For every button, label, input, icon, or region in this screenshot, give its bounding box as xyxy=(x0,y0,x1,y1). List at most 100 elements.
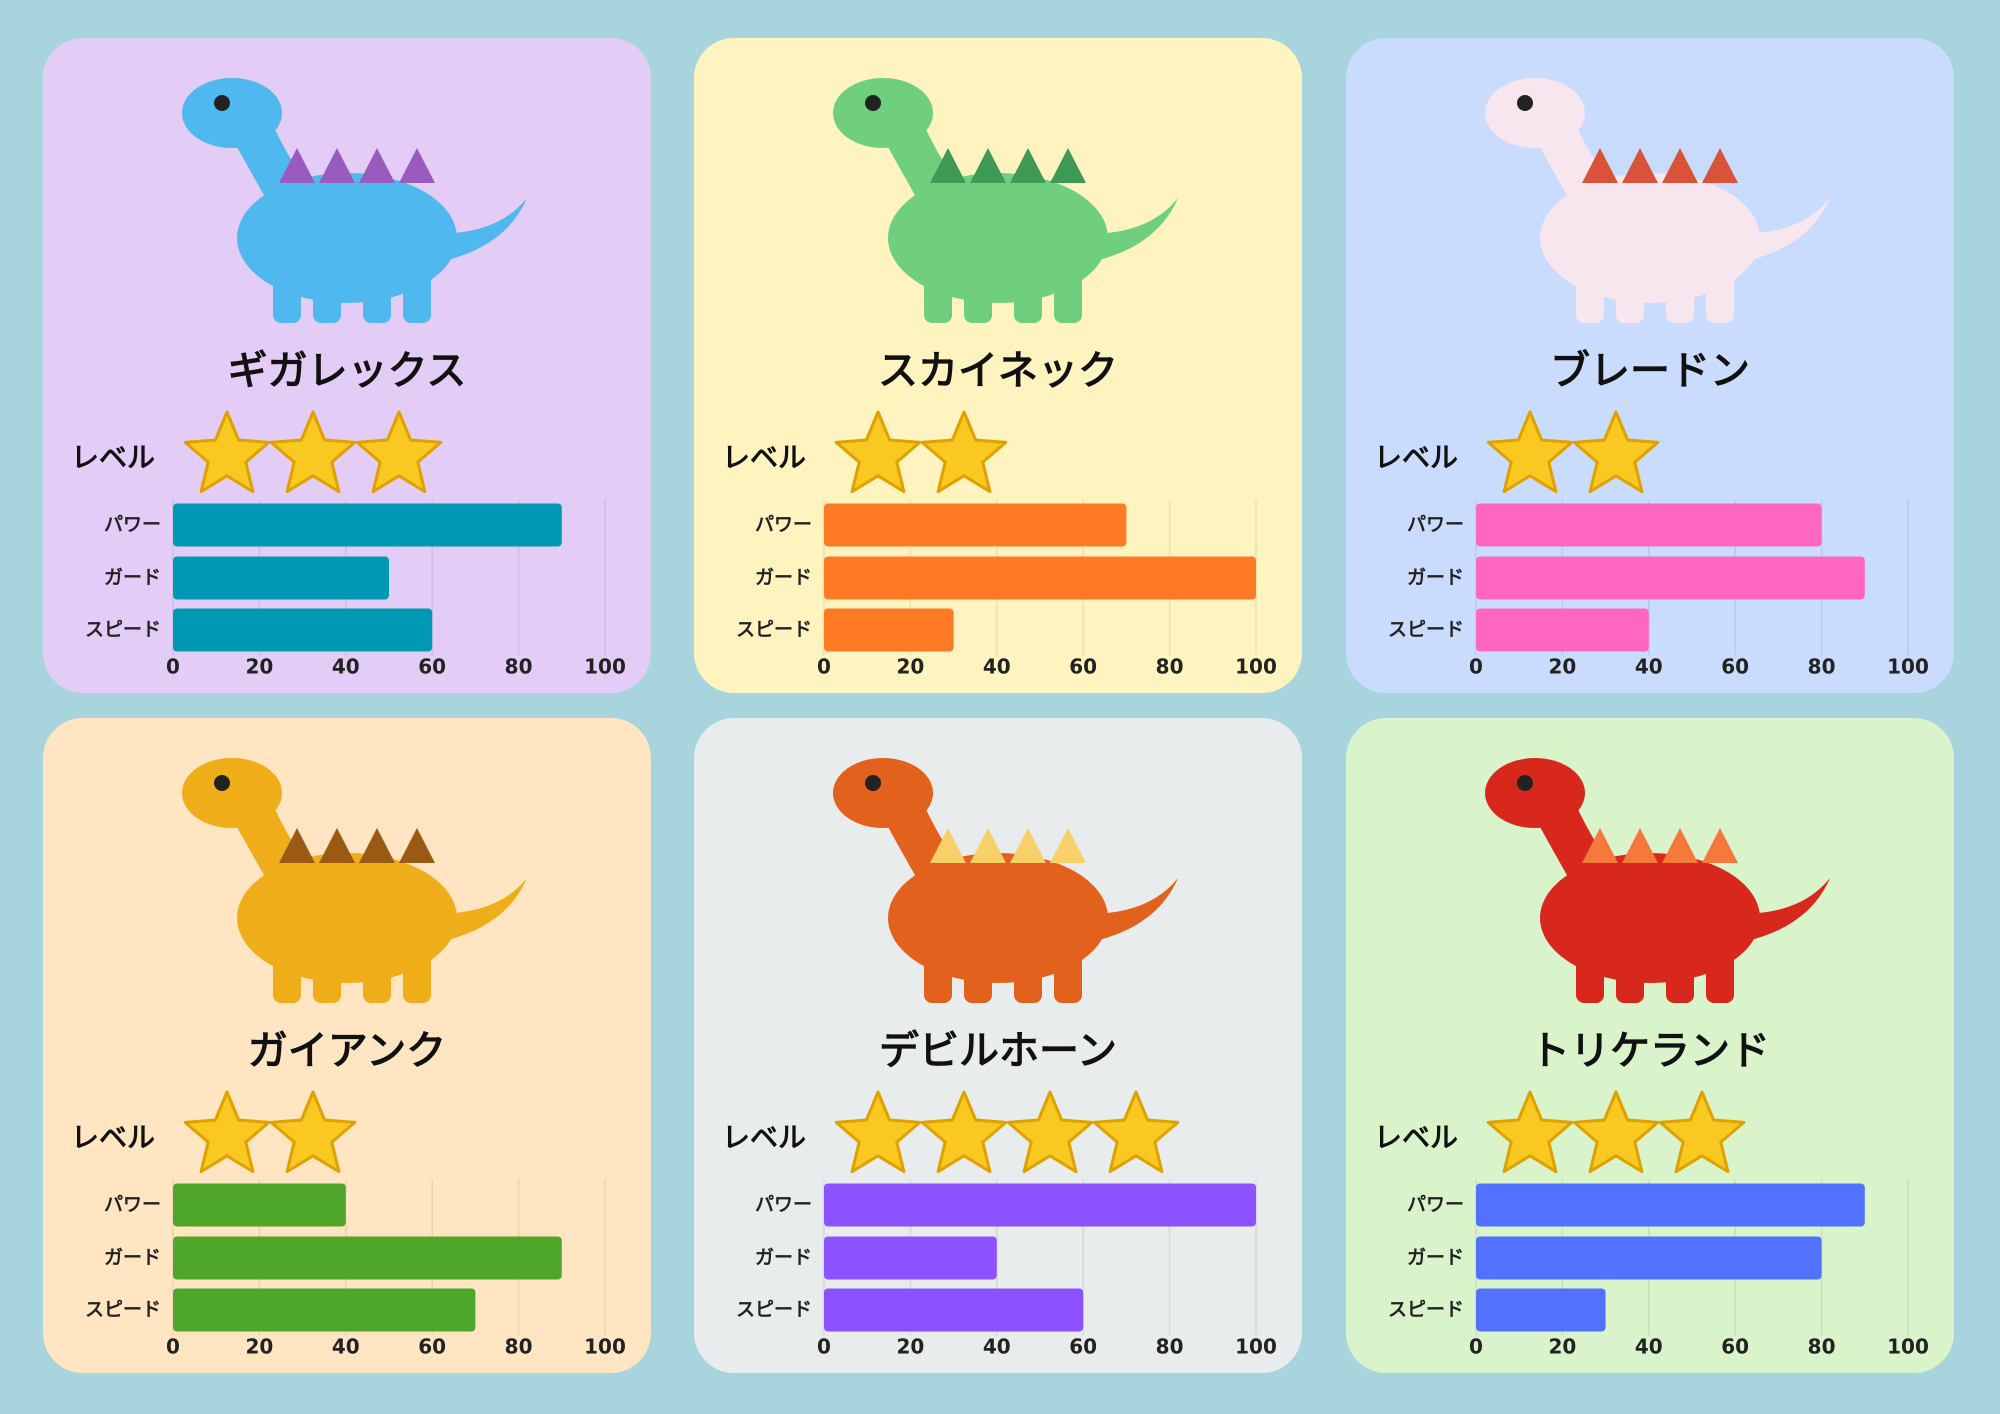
category-label: スピード xyxy=(736,619,812,641)
category-label: ガード xyxy=(755,567,812,589)
bar xyxy=(1476,1183,1865,1227)
bar xyxy=(173,608,433,652)
x-tick-label: 0 xyxy=(1469,655,1483,679)
level-star xyxy=(834,410,922,494)
bar xyxy=(1476,503,1822,547)
dino-name: デビルホーン xyxy=(879,1028,1117,1074)
dino-illustration xyxy=(833,758,1178,1003)
dino-eye xyxy=(1517,95,1533,111)
category-label: パワー xyxy=(104,1194,161,1216)
x-tick-label: 60 xyxy=(418,1335,446,1359)
dino-spike xyxy=(1702,828,1738,863)
dino-leg xyxy=(1706,948,1734,1003)
dino-head xyxy=(1485,758,1585,828)
level-star xyxy=(183,1090,271,1174)
dino-name: スカイネック xyxy=(878,348,1118,394)
dino-illustration xyxy=(182,78,527,323)
dino-eye xyxy=(214,775,230,791)
dino-leg xyxy=(403,948,431,1003)
category-label: パワー xyxy=(755,1194,812,1216)
dino-spike xyxy=(399,828,435,863)
x-tick-label: 0 xyxy=(1469,1335,1483,1359)
level-star xyxy=(834,1090,922,1174)
level-star xyxy=(1658,1090,1746,1174)
level-star xyxy=(1572,410,1660,494)
x-tick-label: 20 xyxy=(245,1335,273,1359)
dino-spike xyxy=(1050,828,1086,863)
bar xyxy=(824,503,1127,547)
x-tick-label: 20 xyxy=(1548,655,1576,679)
x-tick-label: 60 xyxy=(1069,655,1097,679)
dino-head xyxy=(1485,78,1585,148)
dino-leg xyxy=(1054,268,1082,323)
level-star xyxy=(920,410,1008,494)
dino-leg xyxy=(924,268,952,323)
dino-leg xyxy=(1666,268,1694,323)
x-tick-label: 100 xyxy=(584,655,626,679)
x-tick-label: 40 xyxy=(983,1335,1011,1359)
level-star xyxy=(269,1090,357,1174)
level-star xyxy=(1486,1090,1574,1174)
dino-leg xyxy=(964,948,992,1003)
level-star xyxy=(1572,1090,1660,1174)
dino-leg xyxy=(1616,268,1644,323)
category-label: スピード xyxy=(1388,1299,1464,1321)
dino-spike xyxy=(319,828,355,863)
category-label: ガード xyxy=(1407,567,1464,589)
level-label: レベル xyxy=(1374,441,1458,474)
dino-spike xyxy=(1582,828,1618,863)
dino-eye xyxy=(1517,775,1533,791)
dino-name: トリケランド xyxy=(1530,1028,1770,1074)
category-label: ガード xyxy=(104,1247,161,1269)
level-star xyxy=(1006,1090,1094,1174)
dino-leg xyxy=(363,268,391,323)
bar xyxy=(173,556,389,600)
dino-head xyxy=(182,78,282,148)
dino-spike xyxy=(970,828,1006,863)
level-star xyxy=(355,410,443,494)
x-tick-label: 40 xyxy=(332,655,360,679)
x-tick-label: 20 xyxy=(245,655,273,679)
x-tick-label: 80 xyxy=(1156,655,1184,679)
bar xyxy=(1476,1288,1606,1332)
dino-spike xyxy=(1622,148,1658,183)
category-label: パワー xyxy=(1407,1194,1464,1216)
x-tick-label: 100 xyxy=(584,1335,626,1359)
x-tick-label: 100 xyxy=(1235,655,1277,679)
x-tick-label: 60 xyxy=(418,655,446,679)
dino-name: ブレードン xyxy=(1550,348,1750,394)
dino-leg xyxy=(1014,948,1042,1003)
x-tick-label: 80 xyxy=(505,655,533,679)
x-tick-label: 100 xyxy=(1235,1335,1277,1359)
level-star xyxy=(269,410,357,494)
category-label: ガード xyxy=(104,567,161,589)
dino-eye xyxy=(865,775,881,791)
x-tick-label: 60 xyxy=(1069,1335,1097,1359)
dino-leg xyxy=(403,268,431,323)
category-label: ガード xyxy=(1407,1247,1464,1269)
x-tick-label: 0 xyxy=(817,1335,831,1359)
x-tick-label: 80 xyxy=(1156,1335,1184,1359)
dino-leg xyxy=(1706,268,1734,323)
bar xyxy=(173,1183,346,1227)
bar xyxy=(824,608,954,652)
level-label: レベル xyxy=(71,441,155,474)
dino-spike xyxy=(1702,148,1738,183)
level-label: レベル xyxy=(71,1121,155,1154)
dino-leg xyxy=(1576,268,1604,323)
dino-spike xyxy=(359,828,395,863)
x-tick-label: 40 xyxy=(983,655,1011,679)
level-star xyxy=(1486,410,1574,494)
bar xyxy=(824,1236,997,1280)
level-star xyxy=(920,1090,1008,1174)
x-tick-label: 40 xyxy=(1635,1335,1663,1359)
x-tick-label: 60 xyxy=(1721,655,1749,679)
category-label: スピード xyxy=(736,1299,812,1321)
dino-spike xyxy=(279,148,315,183)
dino-spike xyxy=(399,148,435,183)
